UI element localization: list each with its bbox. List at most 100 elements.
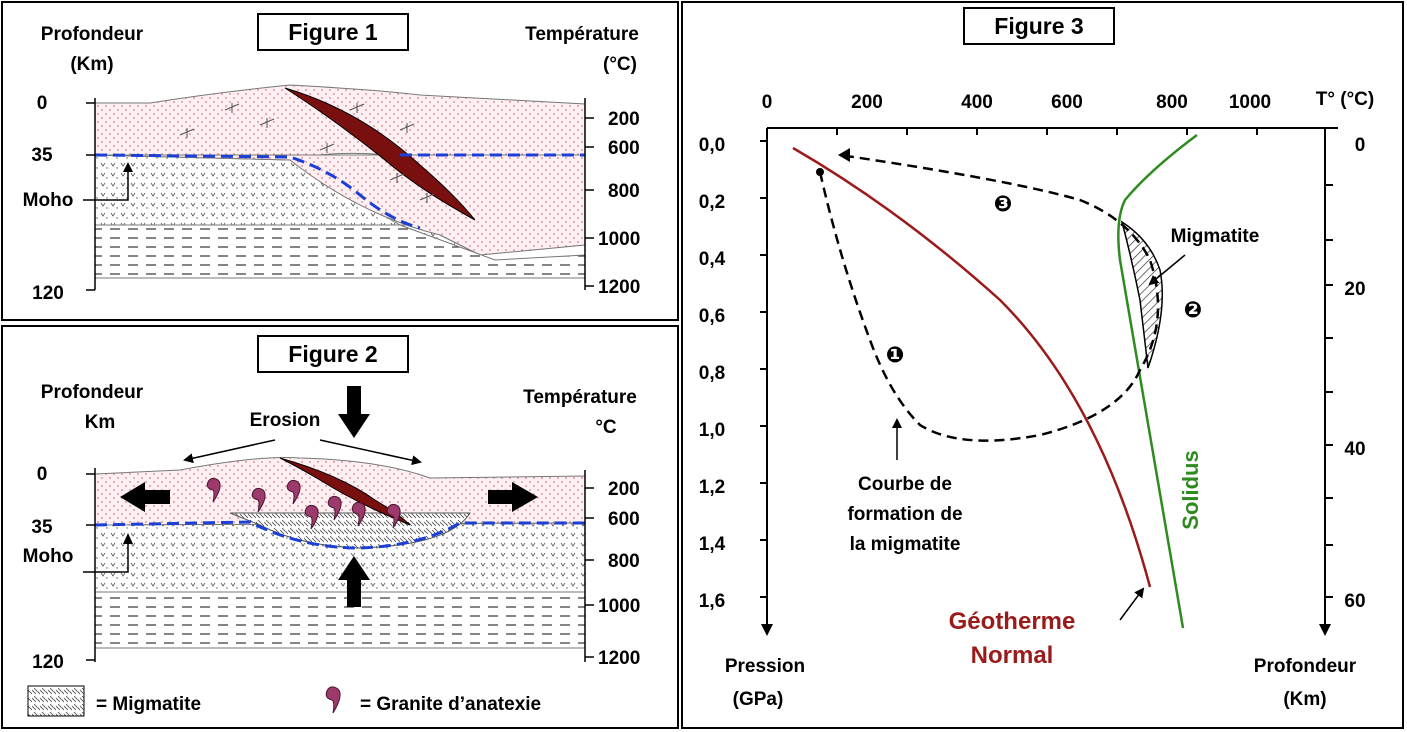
figure1-title: Figure 1 bbox=[288, 19, 378, 45]
figure3-depth-tick: 0 bbox=[1355, 135, 1366, 156]
figure3-geotherme-pointer bbox=[1119, 587, 1145, 621]
figure2-temp-tick: 200 bbox=[608, 479, 640, 500]
figure2: Figure 2 Profondeur Km Température °C Er… bbox=[23, 335, 640, 717]
figure3-solidus-label: Solidus bbox=[1178, 450, 1203, 529]
legend-migmatite-label: = Migmatite bbox=[96, 694, 201, 715]
figure3-migmatite-pointer bbox=[1148, 254, 1186, 286]
figure3-geotherme-curve bbox=[792, 146, 1152, 588]
figure3-solidus-curve bbox=[1117, 133, 1198, 629]
figure2-moho-label: Moho bbox=[23, 546, 74, 567]
figure2-depth-tick: 35 bbox=[31, 517, 53, 538]
figure2-frame bbox=[1, 325, 679, 729]
figure3-courbe-label-3: la migmatite bbox=[850, 534, 961, 555]
figure3-pressure-unit: (GPa) bbox=[733, 689, 784, 710]
figure3-pressure-tick: 0,6 bbox=[699, 306, 725, 327]
figure1-fault-marks bbox=[179, 103, 435, 203]
figure1: Figure 1 Profondeur (Km) Température (°C… bbox=[23, 13, 640, 304]
figure3-formation-curve bbox=[818, 153, 1160, 442]
figure2-right-arrow-icon bbox=[488, 482, 538, 512]
figure2-moho-line bbox=[94, 520, 585, 550]
figure1-moho-arrow bbox=[83, 168, 129, 201]
figure3-courbe-label-2: formation de bbox=[847, 504, 962, 525]
figure1-depth-unit: (Km) bbox=[70, 54, 113, 75]
figure3-temp-tick: 400 bbox=[961, 92, 993, 113]
figure3-pressure-tick: 0,4 bbox=[699, 249, 726, 270]
figure3-temp-tick: 800 bbox=[1156, 92, 1188, 113]
figure3-marker-2: ❷ bbox=[1184, 297, 1203, 322]
granite-icon bbox=[327, 495, 342, 521]
figure2-temp-label: Température bbox=[523, 387, 637, 408]
figure2-depth-tick: 120 bbox=[32, 652, 64, 673]
figure2-moho-arrow bbox=[83, 540, 129, 573]
figure3-pressure-tick: 1,6 bbox=[699, 591, 725, 612]
figure2-erosion-arrow-left bbox=[183, 439, 276, 464]
figure3-title: Figure 3 bbox=[994, 13, 1083, 39]
figure3-title-box bbox=[963, 7, 1115, 45]
figure2-granites bbox=[206, 477, 401, 530]
figure3-marker-3: ❸ bbox=[994, 191, 1013, 216]
granite-icon bbox=[351, 501, 366, 527]
figure1-temp-tick: 600 bbox=[608, 138, 640, 159]
figure1-depth-tick: 35 bbox=[31, 145, 53, 166]
figure2-depth-tick: 0 bbox=[37, 464, 48, 485]
figure2-title-box bbox=[257, 335, 409, 373]
figure3-temp-tick: 600 bbox=[1051, 92, 1083, 113]
figure2-temp-unit: °C bbox=[595, 417, 617, 438]
figure3-migmatite-zone bbox=[1120, 220, 1164, 369]
figure1-moho-line bbox=[94, 153, 421, 230]
figure3-migmatite-label: Migmatite bbox=[1171, 226, 1260, 247]
legend-granite-icon bbox=[325, 686, 341, 714]
figure1-frame bbox=[1, 1, 679, 321]
figure3-depth-tick: 40 bbox=[1344, 439, 1365, 460]
figure3-depth-tick: 60 bbox=[1344, 591, 1365, 612]
figure2-temp-tick: 1200 bbox=[598, 648, 640, 669]
figure2-up-arrow-icon bbox=[338, 556, 370, 607]
figure1-depth-label: Profondeur bbox=[41, 24, 144, 45]
figure1-moho-label: Moho bbox=[23, 190, 74, 211]
figure1-title-box bbox=[257, 13, 409, 51]
figure1-temp-tick: 800 bbox=[608, 181, 640, 202]
figure2-title: Figure 2 bbox=[288, 341, 377, 367]
figure2-asthenosphere bbox=[94, 591, 586, 649]
figure1-temp-label: Température bbox=[525, 24, 639, 45]
figure3-geotherme-label: Géotherme bbox=[949, 608, 1076, 635]
figure3-marker-1: ❶ bbox=[886, 342, 905, 367]
figure3-pressure-tick: 1,0 bbox=[699, 420, 725, 441]
figure3-pressure-tick: 0,0 bbox=[699, 135, 725, 156]
figure3-depth-unit: (Km) bbox=[1283, 689, 1326, 710]
figure2-temp-tick: 1000 bbox=[598, 596, 640, 617]
figure3-start-point bbox=[816, 168, 824, 176]
figure3-courbe-label-1: Courbe de bbox=[858, 474, 952, 495]
legend-granite-label: = Granite d’anatexie bbox=[360, 694, 541, 715]
figure1-slab bbox=[284, 87, 476, 221]
figure1-temp-unit: (°C) bbox=[603, 54, 637, 75]
figure3-temp-tick: 200 bbox=[851, 92, 883, 113]
figure1-temp-tick: 1200 bbox=[598, 277, 640, 298]
figure3-formation-arrowhead bbox=[838, 148, 850, 162]
figure2-temp-tick: 600 bbox=[608, 509, 640, 530]
granite-icon bbox=[286, 479, 301, 505]
figure3-frame bbox=[681, 1, 1404, 729]
granite-icon bbox=[206, 477, 221, 503]
figure2-depth-label: Profondeur bbox=[41, 382, 144, 403]
granite-icon bbox=[386, 503, 401, 529]
figure3: Figure 3 0 200 400 600 800 1000 T° (°C) … bbox=[699, 7, 1374, 710]
figure2-left-arrow-icon bbox=[120, 482, 170, 512]
figure1-temp-tick: 200 bbox=[608, 109, 640, 130]
figure2-down-arrow-icon bbox=[338, 386, 370, 438]
figure3-temp-tick: 1000 bbox=[1229, 92, 1271, 113]
figure3-pressure-label: Pression bbox=[725, 656, 805, 677]
figure2-erosion-arrow-right bbox=[319, 439, 422, 466]
figure3-pressure-tick: 0,8 bbox=[699, 363, 725, 384]
figure3-temp-axis-label: T° (°C) bbox=[1316, 89, 1374, 110]
figure3-geotherme-label-2: Normal bbox=[971, 642, 1054, 669]
legend-migmatite-swatch bbox=[27, 685, 85, 717]
figure3-depth-tick: 20 bbox=[1344, 279, 1365, 300]
figure3-temp-tick: 0 bbox=[762, 92, 773, 113]
figure3-pressure-tick: 0,2 bbox=[699, 192, 725, 213]
figure1-depth-tick: 120 bbox=[32, 283, 64, 304]
figure2-slab bbox=[279, 457, 411, 526]
granite-icon bbox=[251, 487, 266, 513]
figure2-temp-tick: 800 bbox=[608, 551, 640, 572]
